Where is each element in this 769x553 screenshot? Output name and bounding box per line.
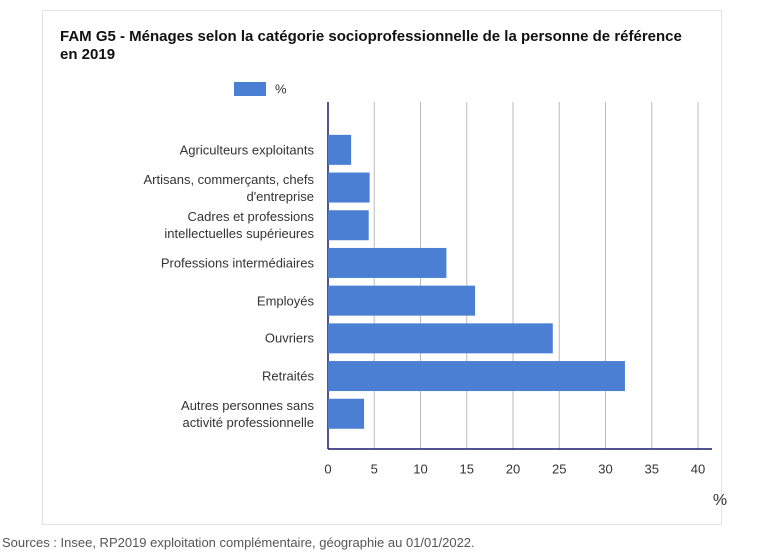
y-tick-label: Retraités: [261, 368, 314, 384]
source-note: Sources : Insee, RP2019 exploitation com…: [2, 535, 475, 550]
x-tick-label: 15: [460, 461, 474, 476]
legend-swatch: [234, 82, 266, 96]
y-tick-label: Ouvriers: [264, 330, 314, 346]
bar: [328, 323, 553, 354]
x-tick-label: 40: [691, 461, 705, 476]
bar: [328, 210, 369, 241]
y-tick-label: Cadres et professions intellectuelles su…: [164, 209, 314, 242]
bar: [328, 134, 352, 165]
chart-title: FAM G5 - Ménages selon la catégorie soci…: [60, 28, 682, 63]
y-tick-label: Professions intermédiaires: [160, 255, 314, 271]
x-tick-label: 10: [413, 461, 427, 476]
legend-label: %: [275, 81, 287, 96]
bar: [328, 398, 365, 429]
y-tick-label: Autres personnes sans activité professio…: [181, 397, 314, 430]
chart-card: [42, 10, 722, 525]
x-tick-label: 25: [552, 461, 566, 476]
bar: [328, 285, 476, 316]
y-tick-label: Employés: [256, 293, 314, 309]
bar: [328, 172, 370, 203]
x-axis-label: %: [713, 492, 727, 509]
y-tick-label: Agriculteurs exploitants: [179, 142, 314, 158]
x-tick-label: 5: [371, 461, 378, 476]
x-tick-label: 30: [598, 461, 612, 476]
y-tick-label: Artisans, commerçants, chefs d'entrepris…: [143, 171, 315, 204]
bar: [328, 247, 447, 278]
x-tick-label: 35: [645, 461, 659, 476]
x-tick-label: 20: [506, 461, 520, 476]
x-tick-label: 0: [324, 461, 331, 476]
bar: [328, 361, 625, 392]
